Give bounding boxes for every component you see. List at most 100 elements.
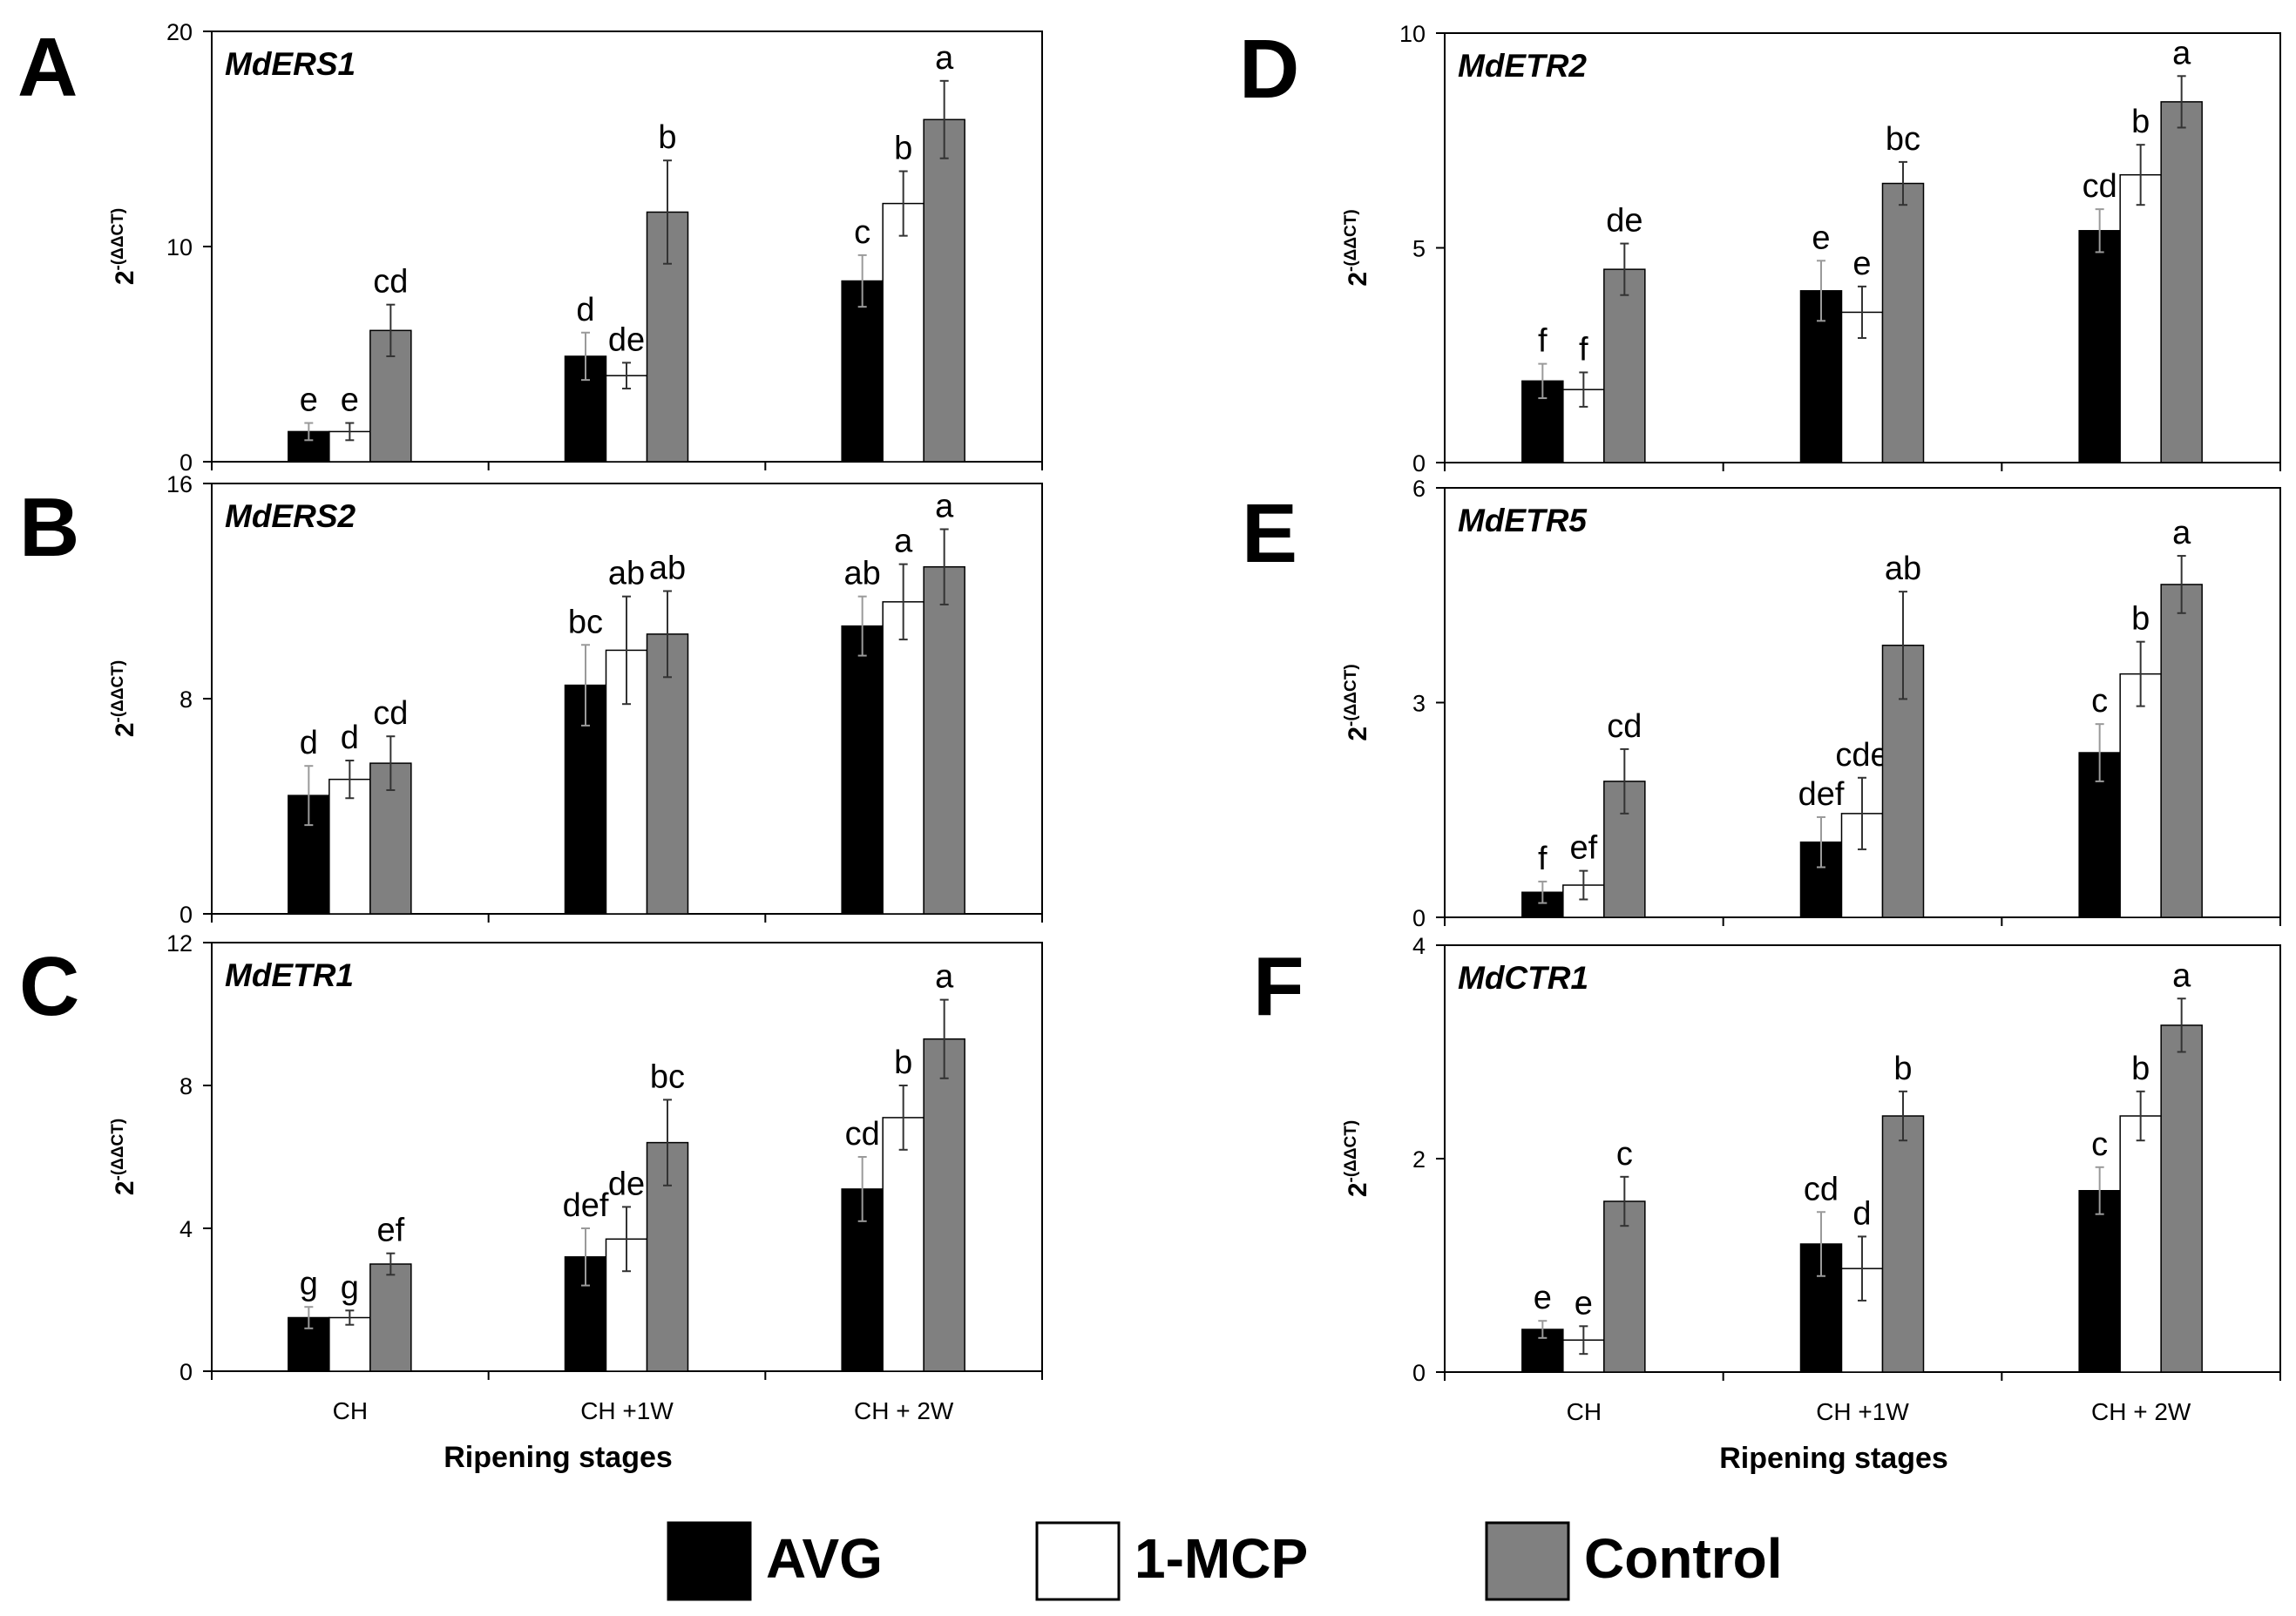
x-tick-label: CH +1W — [580, 1397, 674, 1424]
error-bar — [386, 1252, 396, 1276]
significance-label: bc — [1886, 121, 1920, 158]
error-bar — [1899, 160, 1907, 206]
bar — [328, 778, 371, 915]
significance-label: ef — [376, 1213, 404, 1249]
significance-label: c — [854, 214, 870, 251]
y-tick-label: 8 — [179, 1073, 193, 1099]
x-tick-label: CH + 2W — [2091, 1398, 2191, 1425]
error-bar — [857, 1156, 867, 1222]
significance-label: de — [608, 321, 645, 358]
chart-title: MdERS2 — [225, 498, 356, 534]
significance-label: e — [1534, 1280, 1552, 1316]
significance-label: b — [894, 131, 912, 167]
y-tick-label: 0 — [1412, 905, 1426, 931]
y-tick-label: 0 — [179, 450, 193, 476]
error-bar — [2136, 144, 2145, 206]
x-tick-label: CH — [333, 1397, 368, 1424]
error-bar — [663, 1099, 672, 1187]
y-axis-label: 2-(ΔΔCT) — [109, 208, 139, 285]
error-bar — [345, 1309, 355, 1326]
legend-item-AVG: AVG — [667, 1521, 883, 1601]
y-axis-label-base: 2 — [1344, 727, 1372, 741]
significance-label: a — [935, 959, 954, 996]
significance-label: d — [576, 292, 594, 328]
significance-label: e — [1812, 220, 1830, 256]
significance-label: bc — [650, 1058, 685, 1095]
significance-label: a — [2172, 515, 2191, 551]
significance-label: c — [1616, 1136, 1633, 1173]
error-bar — [1899, 591, 1907, 700]
significance-label: f — [1538, 841, 1548, 877]
y-tick-label: 5 — [1412, 236, 1426, 262]
y-axis-label-base: 2 — [111, 722, 139, 737]
significance-label: c — [2091, 683, 2108, 720]
y-axis-label-exponent: -(ΔΔCT) — [109, 660, 127, 723]
significance-label: e — [341, 382, 359, 419]
error-bar — [1538, 1320, 1548, 1339]
significance-label: b — [2131, 104, 2150, 140]
bar — [1603, 268, 1646, 463]
error-bar — [1579, 869, 1588, 901]
error-bar — [2095, 1166, 2104, 1215]
significance-label: d — [300, 725, 318, 761]
significance-label: cd — [2083, 168, 2117, 205]
error-bar — [1579, 1325, 1588, 1356]
y-axis-label-exponent: -(ΔΔCT) — [1342, 664, 1360, 727]
significance-label: a — [935, 488, 954, 524]
legend-swatch — [667, 1521, 752, 1601]
y-tick-label: 10 — [1399, 21, 1426, 47]
panel-letter: A — [17, 21, 78, 114]
error-bar — [2136, 1090, 2145, 1142]
y-axis-label-base: 2 — [1344, 1182, 1372, 1197]
bar — [923, 565, 965, 915]
chart-title: MdERS1 — [225, 46, 356, 82]
panel-A: A MdERS1 0 10 20 2-(ΔΔCT) e d c e de b cd b a — [17, 19, 1043, 476]
bar — [564, 355, 607, 463]
error-bar — [304, 765, 314, 827]
error-bar — [857, 254, 867, 308]
y-axis-label-exponent: -(ΔΔCT) — [1342, 1120, 1360, 1183]
significance-label: g — [300, 1266, 318, 1302]
error-bar — [345, 760, 355, 800]
bar — [2119, 1115, 2162, 1373]
bar — [1881, 182, 1925, 463]
significance-label: ab — [844, 556, 881, 592]
error-bar — [1858, 776, 1866, 850]
y-tick-label: 0 — [1412, 450, 1426, 477]
panel-C: C MdETR1 0 4 8 12 2-(ΔΔCT) CH CH +1W CH + 2W Ripen… — [19, 930, 1043, 1474]
error-bar — [939, 79, 949, 159]
x-tick-label: CH +1W — [1816, 1398, 1909, 1425]
significance-label: a — [2172, 35, 2191, 71]
panel-letter: E — [1242, 487, 1297, 580]
bar — [2160, 101, 2203, 463]
legend-swatch — [1035, 1521, 1121, 1601]
bar — [882, 1117, 924, 1372]
significance-label: de — [608, 1166, 645, 1202]
y-tick-label: 2 — [1412, 1146, 1426, 1173]
error-bar — [1620, 747, 1629, 815]
significance-label: g — [341, 1269, 359, 1306]
bar — [1603, 1200, 1646, 1373]
error-bar — [1858, 285, 1866, 340]
significance-label: ef — [1569, 830, 1597, 867]
significance-label: ab — [1885, 551, 1921, 587]
bar — [2078, 1190, 2121, 1373]
y-tick-label: 0 — [179, 902, 193, 928]
panel-letter: C — [19, 940, 79, 1033]
error-bar — [622, 595, 631, 706]
bar — [2119, 673, 2162, 918]
error-bar — [1817, 260, 1825, 322]
legend: AVG 1-MCP Control — [667, 1521, 1783, 1601]
legend-item-1-MCP: 1-MCP — [1035, 1521, 1308, 1601]
error-bar — [939, 528, 949, 605]
error-bar — [1817, 1211, 1825, 1277]
bar — [2160, 1024, 2203, 1373]
legend-swatch — [1485, 1521, 1570, 1601]
y-axis-label: 2-(ΔΔCT) — [109, 660, 139, 737]
significance-label: def — [1798, 776, 1845, 813]
significance-label: def — [563, 1187, 609, 1224]
bar — [328, 1316, 371, 1372]
significance-label: f — [1579, 331, 1588, 368]
